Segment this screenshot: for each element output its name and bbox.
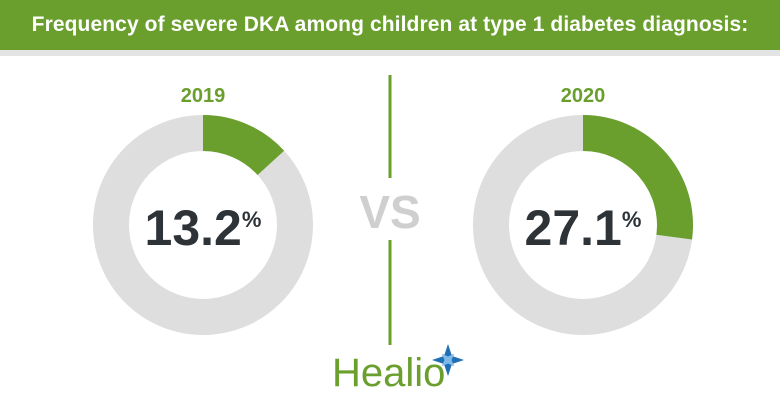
chart-title: Frequency of severe DKA among children a… — [0, 0, 780, 50]
healio-logo-text: Healio — [332, 351, 445, 395]
star-icon — [432, 344, 464, 376]
percent-number-2019: 13.2 — [145, 200, 242, 256]
percent-number-2020: 27.1 — [525, 200, 622, 256]
header-divider — [0, 50, 780, 56]
year-label-2020: 2020 — [561, 85, 606, 107]
donut-segment-2020 — [583, 115, 693, 240]
vs-label: VS — [359, 186, 420, 238]
donut-segment-2019 — [203, 115, 285, 176]
percent-sign-2020: % — [622, 207, 642, 232]
percent-sign-2019: % — [242, 207, 262, 232]
percent-value-2019: 13.2% — [145, 200, 262, 256]
year-label-2019: 2019 — [181, 85, 226, 107]
percent-value-2020: 27.1% — [525, 200, 642, 256]
